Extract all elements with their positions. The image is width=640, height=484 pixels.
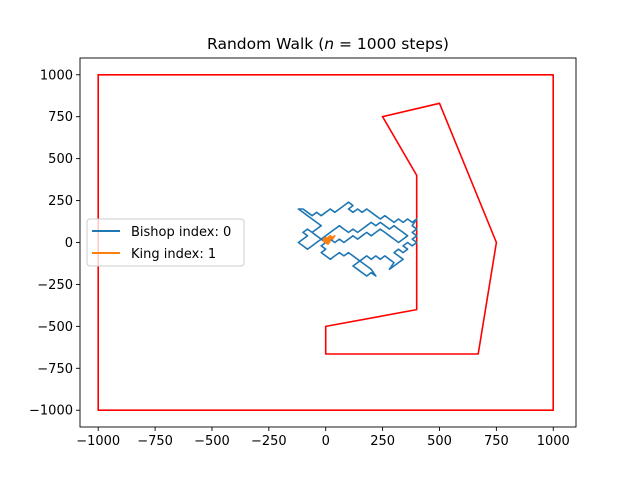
series-line-bishop [297, 201, 418, 277]
x-tick-label: −500 [194, 434, 230, 449]
y-tick-label: −1000 [29, 404, 73, 419]
x-tick-label: −750 [137, 434, 173, 449]
legend-frame [86, 218, 245, 267]
legend-label-king: King index: 1 [131, 247, 216, 262]
x-tick-label: 1000 [537, 434, 570, 449]
y-tick-label: 1000 [40, 68, 73, 83]
x-tick-label: 250 [370, 434, 395, 449]
series-line-king [322, 235, 336, 245]
y-tick-label: −250 [37, 278, 73, 293]
y-tick-label: −500 [37, 320, 73, 335]
y-tick-label: 0 [65, 236, 73, 251]
boundary-outer-line [97, 74, 555, 412]
x-tick-label: −250 [251, 434, 287, 449]
legend: Bishop index: 0 King index: 1 [86, 218, 245, 267]
x-tick-label: 500 [427, 434, 452, 449]
legend-label-bishop: Bishop index: 0 [131, 225, 231, 240]
x-tick-label: 0 [322, 434, 330, 449]
chart-title-suffix: = 1000 steps) [334, 35, 449, 53]
chart-title-prefix: Random Walk ( [207, 35, 324, 53]
y-tick-label: 500 [48, 152, 73, 167]
plot-area: −1000 −750 −500 −250 0 250 500 750 1000 −1000 −750… [29, 57, 577, 449]
y-tick-label: −750 [37, 362, 73, 377]
y-tick-label: 750 [48, 110, 73, 125]
y-tick-label: 250 [48, 194, 73, 209]
chart-title-variable: n [324, 35, 334, 53]
chart-title: Random Walk (n = 1000 steps) [207, 35, 449, 53]
x-tick-label: 750 [484, 434, 509, 449]
x-tick-label: −1000 [76, 434, 120, 449]
